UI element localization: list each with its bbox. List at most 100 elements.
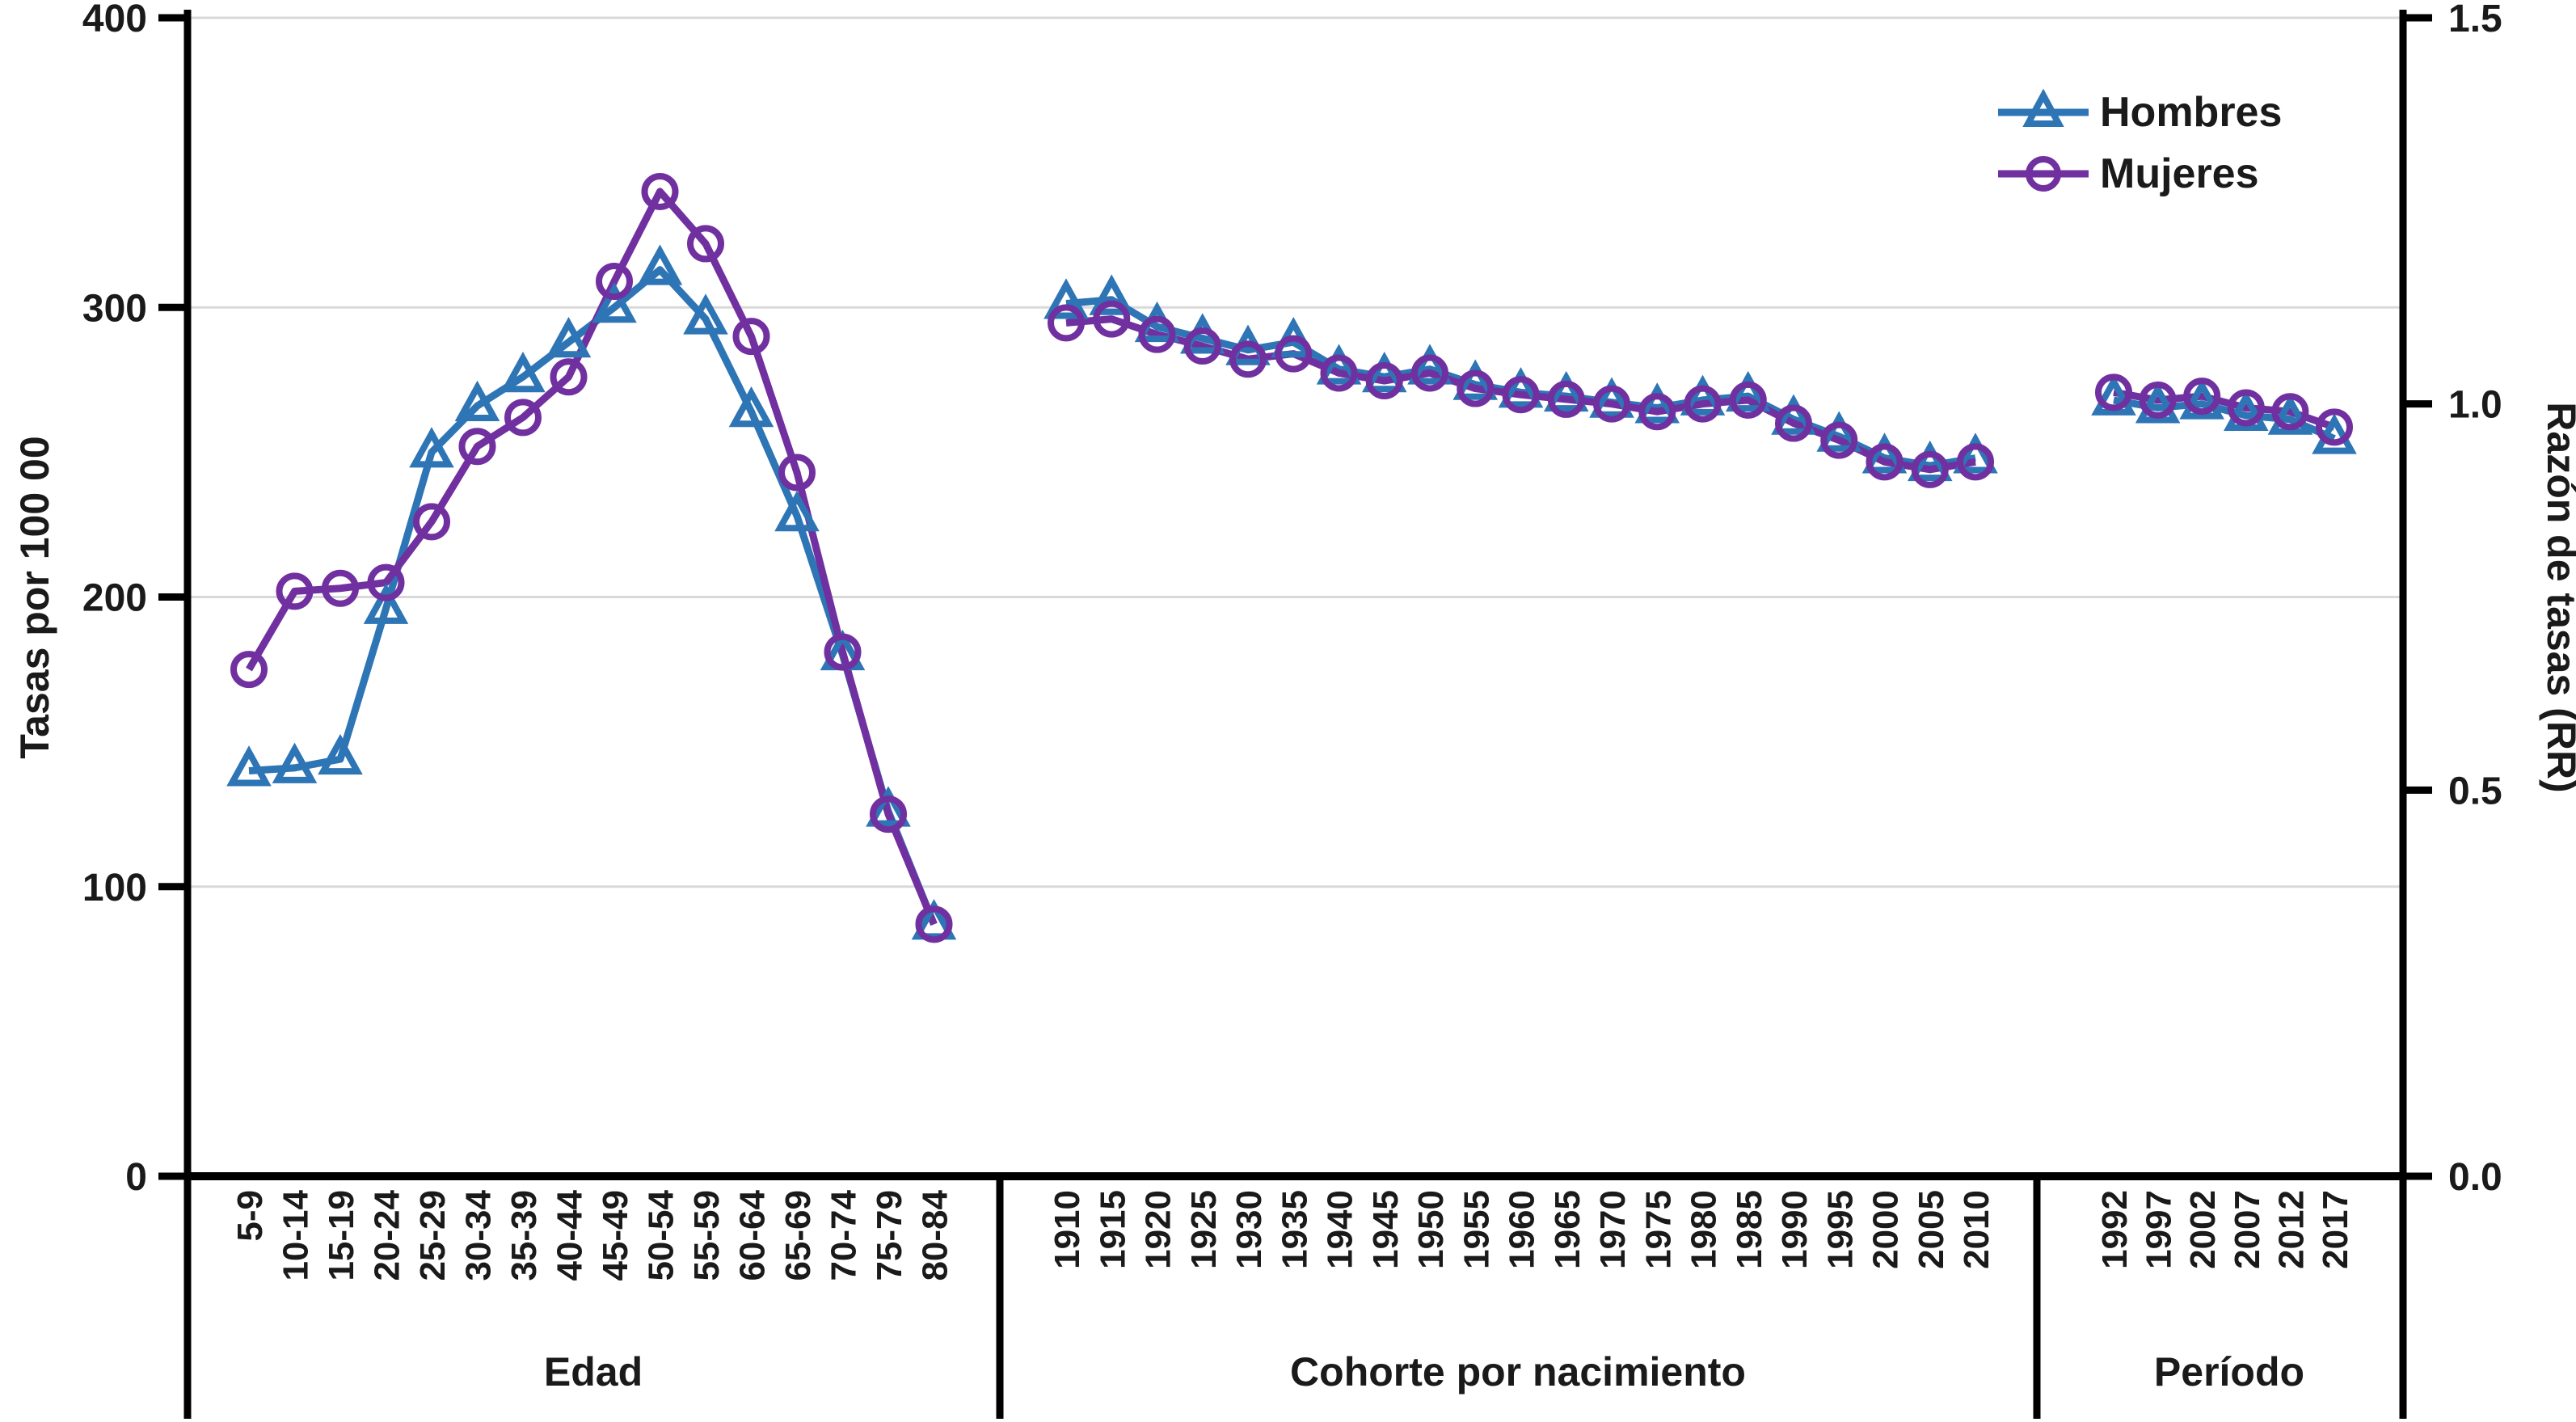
data-point-hombres — [272, 742, 318, 783]
x-tick-label: 80-84 — [916, 1189, 955, 1281]
data-point-mujeres — [1775, 404, 1812, 442]
right-axis-tick-label: 0.0 — [2448, 1156, 2502, 1199]
data-point-hombres — [1498, 367, 1544, 408]
data-point-hombres — [1043, 278, 1089, 319]
hombres-triangle-marker-icon — [1998, 88, 2089, 127]
x-tick-label: 1975 — [1638, 1190, 1678, 1269]
data-point-hombres — [546, 316, 592, 358]
data-point-hombres — [2091, 374, 2136, 416]
data-point-mujeres — [2139, 381, 2177, 419]
right-axis-tick-label: 1.0 — [2448, 384, 2502, 427]
data-point-mujeres — [915, 905, 953, 943]
data-point-mujeres — [2316, 408, 2353, 446]
data-point-mujeres — [778, 454, 816, 492]
panel-caption-edad: Edad — [543, 1349, 643, 1395]
x-tick-label: 1945 — [1366, 1190, 1406, 1269]
x-tick-label: 2017 — [2316, 1190, 2355, 1269]
data-point-hombres — [728, 386, 774, 428]
data-point-mujeres — [1411, 354, 1448, 392]
data-point-mujeres — [1048, 304, 1085, 342]
x-tick-label: 1970 — [1593, 1190, 1633, 1269]
x-tick-label: 1995 — [1820, 1190, 1860, 1269]
x-tick-label: 70-74 — [824, 1189, 864, 1281]
x-tick-label: 40-44 — [550, 1189, 590, 1281]
x-tick-label: 75-79 — [870, 1190, 909, 1281]
data-point-hombres — [1452, 359, 1499, 400]
data-point-hombres — [2312, 413, 2357, 454]
right-axis-title: Razón de tasas (RR) — [2539, 402, 2576, 792]
left-axis-tick-label: 200 — [82, 577, 147, 620]
data-point-hombres — [1816, 411, 1862, 452]
x-tick-label: 1965 — [1548, 1190, 1587, 1269]
data-point-mujeres — [1275, 335, 1313, 373]
x-tick-label: 50-54 — [642, 1189, 681, 1281]
x-tick-label: 1935 — [1275, 1190, 1314, 1269]
legend-item-mujeres: Mujeres — [1995, 149, 2282, 199]
right-axis-tick-label: 0.5 — [2448, 770, 2502, 812]
x-tick-label: 25-29 — [413, 1190, 453, 1281]
left-axis-tick-label: 400 — [82, 0, 147, 40]
data-point-hombres — [363, 583, 409, 624]
data-point-mujeres — [1866, 443, 1904, 481]
x-tick-label: 1915 — [1093, 1190, 1132, 1269]
data-point-mujeres — [2227, 389, 2265, 427]
data-point-hombres — [1771, 394, 1816, 435]
x-tick-label: 2000 — [1866, 1190, 1906, 1269]
data-point-mujeres — [2183, 378, 2221, 416]
x-tick-label: 1955 — [1457, 1190, 1496, 1269]
x-tick-label: 2002 — [2183, 1190, 2223, 1269]
x-tick-label: 1930 — [1229, 1190, 1269, 1269]
data-point-mujeres — [413, 503, 450, 541]
data-point-hombres — [866, 786, 911, 827]
data-point-mujeres — [230, 651, 268, 689]
data-point-hombres — [1634, 382, 1680, 424]
data-point-hombres — [1953, 433, 1998, 474]
x-tick-label: 2005 — [1912, 1190, 1951, 1269]
x-tick-label: 2012 — [2271, 1190, 2311, 1269]
data-point-hombres — [1589, 377, 1634, 418]
data-point-mujeres — [550, 358, 588, 396]
series-layer — [226, 172, 2357, 943]
x-tick-label: 15-19 — [322, 1190, 361, 1281]
data-point-hombres — [2179, 378, 2224, 420]
x-tick-label: 45-49 — [596, 1190, 635, 1281]
x-tick-label: 1950 — [1411, 1190, 1451, 1269]
left-axis-tick-label: 100 — [82, 867, 147, 909]
data-point-hombres — [911, 899, 957, 940]
mujeres-circle-marker-icon — [1998, 156, 2089, 192]
data-point-mujeres — [1957, 443, 1994, 481]
panel-caption-periodo: Período — [2153, 1349, 2305, 1395]
data-point-mujeres — [1229, 340, 1267, 378]
data-point-mujeres — [1365, 362, 1403, 400]
series-line-mujeres — [246, 188, 938, 926]
data-point-mujeres — [1502, 376, 1540, 414]
x-tick-label: 5-9 — [230, 1190, 270, 1242]
data-point-mujeres — [1138, 315, 1176, 353]
axes-layer — [158, 10, 2432, 1419]
x-tick-label: 1997 — [2140, 1190, 2179, 1269]
data-point-hombres — [1316, 344, 1362, 385]
x-tick-label: 65-69 — [778, 1190, 818, 1281]
data-point-hombres — [2135, 382, 2181, 424]
data-point-hombres — [592, 281, 637, 323]
data-point-mujeres — [1911, 450, 1949, 488]
x-tick-label: 2010 — [1957, 1190, 1996, 1269]
data-point-mujeres — [1820, 421, 1858, 459]
left-axis-tick-label: 300 — [82, 287, 147, 330]
data-point-hombres — [454, 380, 500, 422]
x-tick-label: 20-24 — [368, 1189, 407, 1281]
data-point-mujeres — [2095, 373, 2132, 411]
data-point-mujeres — [1729, 381, 1767, 419]
x-tick-label: 55-59 — [687, 1190, 727, 1281]
x-tick-label: 30-34 — [459, 1189, 499, 1281]
data-point-mujeres — [641, 172, 679, 210]
data-point-mujeres — [1457, 369, 1495, 407]
left-axis-title: Tasas por 100 00 — [12, 436, 57, 758]
data-point-mujeres — [687, 225, 724, 263]
x-tick-label: 1990 — [1775, 1190, 1815, 1269]
data-point-mujeres — [1320, 354, 1358, 392]
right-axis-tick-label: 1.5 — [2448, 0, 2502, 40]
x-tick-label: 1960 — [1503, 1190, 1542, 1269]
data-point-mujeres — [458, 428, 496, 466]
